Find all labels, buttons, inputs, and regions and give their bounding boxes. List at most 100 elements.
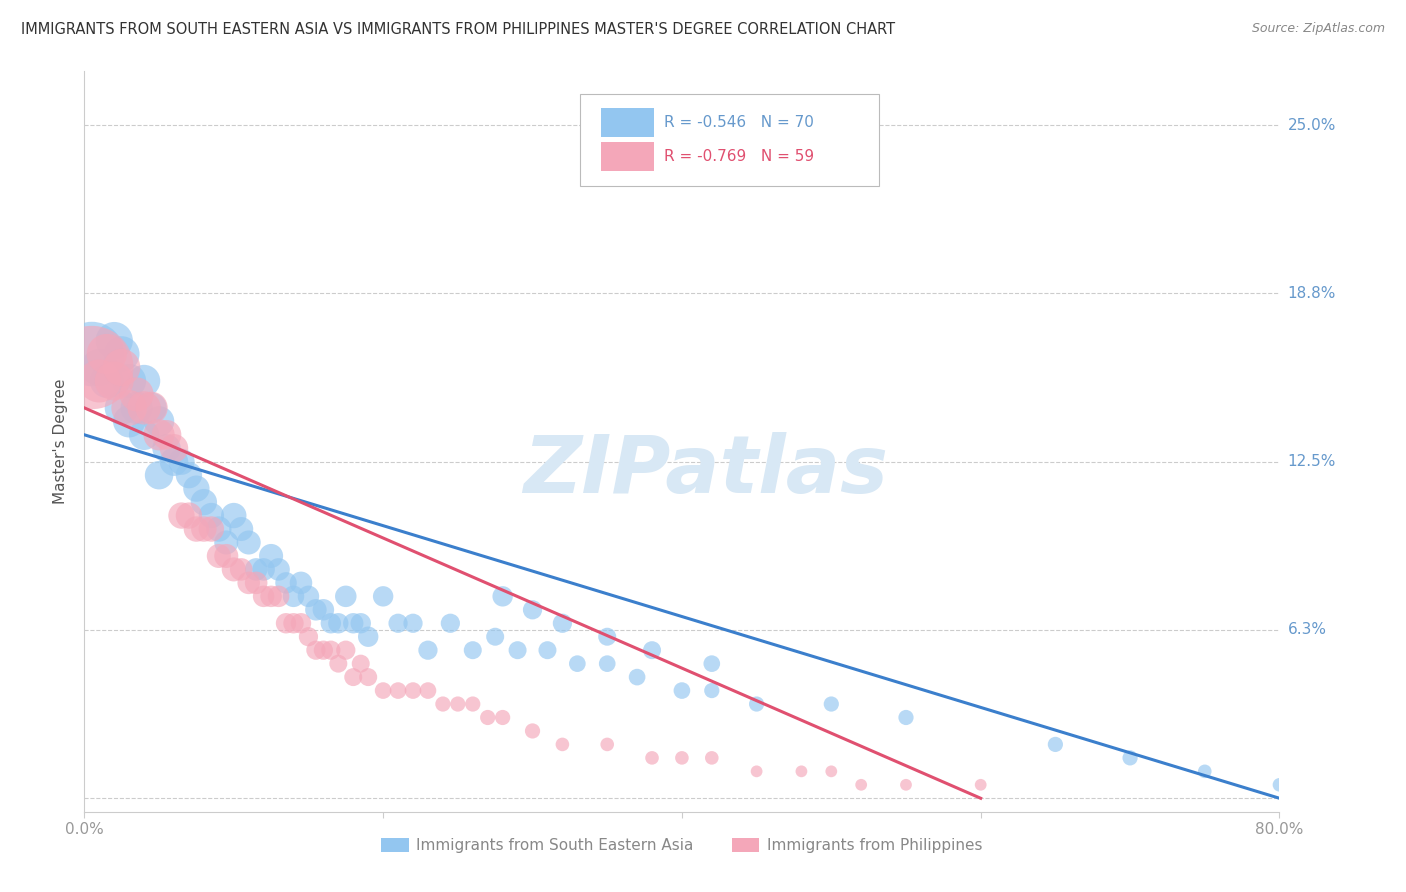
Point [447,697,470,711]
Point [745,764,768,779]
Point [671,751,693,765]
Text: IMMIGRANTS FROM SOUTH EASTERN ASIA VS IMMIGRANTS FROM PHILIPPINES MASTER'S DEGRE: IMMIGRANTS FROM SOUTH EASTERN ASIA VS IM… [21,22,896,37]
Point [222,562,245,576]
Point [290,616,312,631]
Point [350,616,373,631]
Point [373,683,395,698]
Point [148,427,170,442]
Point [626,670,648,684]
Point [312,603,335,617]
Text: R = -0.769   N = 59: R = -0.769 N = 59 [664,149,814,164]
Point [432,697,454,711]
Point [402,683,425,698]
Point [132,374,156,388]
FancyBboxPatch shape [600,143,654,170]
Point [894,710,917,724]
Point [118,401,141,415]
Point [141,401,163,415]
Point [89,374,111,388]
Point [267,562,290,576]
Point [492,710,515,724]
Point [193,522,215,536]
Point [148,468,170,483]
Point [820,697,842,711]
Point [200,522,222,536]
FancyBboxPatch shape [581,94,879,186]
Point [132,427,156,442]
FancyBboxPatch shape [600,109,654,136]
Point [125,387,148,401]
Point [851,778,873,792]
Point [193,495,215,509]
Point [328,616,350,631]
Point [297,590,319,604]
Point [551,738,574,752]
Point [700,751,723,765]
Point [745,697,768,711]
Point [245,575,267,590]
Text: 6.3%: 6.3% [1288,623,1327,638]
Point [283,616,305,631]
Point [342,616,364,631]
Point [253,590,276,604]
Point [1119,751,1142,765]
Point [567,657,589,671]
Point [260,590,283,604]
Point [141,401,163,415]
Point [551,616,574,631]
Point [215,549,238,563]
Point [96,347,118,361]
Point [477,710,499,724]
Point [231,522,253,536]
Point [208,522,231,536]
Point [319,616,342,631]
Point [357,670,380,684]
Point [1268,778,1291,792]
Point [342,670,364,684]
Point [170,455,193,469]
Point [641,751,664,765]
Point [312,643,335,657]
Point [357,630,380,644]
Text: 12.5%: 12.5% [1288,454,1336,469]
Point [208,549,231,563]
Point [186,482,208,496]
Legend: Immigrants from South Eastern Asia, Immigrants from Philippines: Immigrants from South Eastern Asia, Immi… [375,832,988,860]
Point [700,657,723,671]
Point [484,630,506,644]
Point [305,643,328,657]
Point [416,643,439,657]
Point [416,683,439,698]
Point [492,590,515,604]
Point [387,616,409,631]
Point [200,508,222,523]
Point [274,575,297,590]
Point [461,643,484,657]
Point [118,414,141,428]
Point [132,401,156,415]
Point [89,360,111,375]
Point [215,535,238,549]
Point [290,575,312,590]
Point [253,562,276,576]
Point [596,738,619,752]
Point [350,657,373,671]
Point [163,442,186,456]
Point [245,562,267,576]
Point [177,508,200,523]
Point [125,401,148,415]
Point [267,590,290,604]
Point [238,575,260,590]
Point [186,522,208,536]
Point [103,334,125,348]
Text: R = -0.546   N = 70: R = -0.546 N = 70 [664,115,814,130]
Point [297,630,319,644]
Point [1194,764,1216,779]
Point [319,643,342,657]
Point [163,455,186,469]
Text: Source: ZipAtlas.com: Source: ZipAtlas.com [1251,22,1385,36]
Text: 25.0%: 25.0% [1288,118,1336,133]
Text: ZIPatlas: ZIPatlas [523,432,889,510]
Point [335,590,357,604]
Point [439,616,461,631]
